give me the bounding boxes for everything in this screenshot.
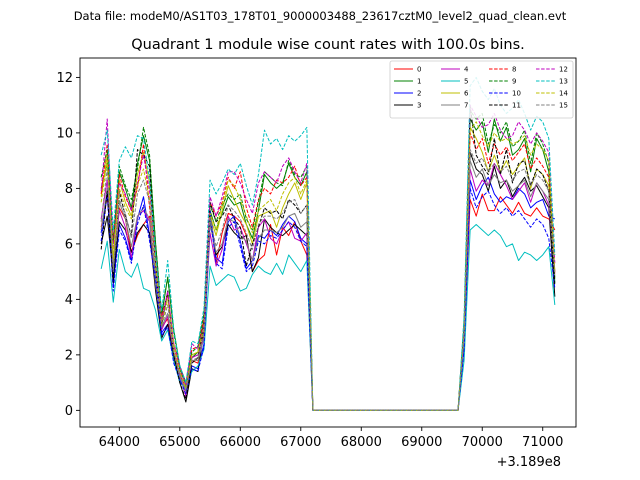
axis-layer: 64000 65000 66000 67000 68000 69000 70000 71000…: [56, 57, 577, 450]
legend-label-4: 4: [464, 66, 469, 74]
legend-label-10: 10: [512, 90, 521, 98]
x-tick-label: 65000: [159, 435, 200, 450]
y-tick-label: 4: [65, 293, 73, 308]
y-tick-label: 12: [56, 71, 73, 86]
legend-label-12: 12: [559, 66, 568, 74]
x-tick-label: 66000: [220, 435, 261, 450]
x-tick-label: 64000: [99, 435, 140, 450]
legend-label-6: 6: [464, 90, 469, 98]
series-line-10: [100, 187, 556, 411]
legend-label-7: 7: [464, 102, 468, 110]
legend-label-14: 14: [559, 90, 568, 98]
series-line-14: [100, 121, 556, 411]
series-line-15: [100, 149, 556, 411]
y-tick-label: 0: [65, 404, 73, 419]
x-tick-label: 70000: [462, 435, 503, 450]
y-tick-label: 2: [65, 348, 73, 363]
legend-label-2: 2: [417, 90, 421, 98]
legend-label-3: 3: [417, 102, 421, 110]
legend-label-13: 13: [559, 78, 568, 86]
x-offset-label: +3.189e8: [497, 455, 561, 470]
legend-label-5: 5: [464, 78, 468, 86]
legend-box: [389, 60, 574, 119]
x-tick-label: 69000: [401, 435, 442, 450]
legend-label-1: 1: [417, 78, 421, 86]
series-line-11: [100, 104, 556, 411]
legend-label-8: 8: [512, 66, 516, 74]
y-tick-label: 10: [56, 126, 73, 141]
legend-label-11: 11: [512, 102, 521, 110]
y-tick-label: 8: [65, 182, 73, 197]
y-tick-label: 6: [65, 237, 73, 252]
legend-label-9: 9: [512, 78, 516, 86]
chart-suptitle: Data file: modeM0/AS1T03_178T01_90000034…: [74, 9, 567, 23]
x-tick-label: 67000: [280, 435, 321, 450]
x-tick-label: 71000: [522, 435, 563, 450]
x-tick-label: 68000: [341, 435, 382, 450]
axes-frame: [79, 57, 577, 428]
legend-label-15: 15: [559, 102, 568, 110]
plot-area: 64000 65000 66000 67000 68000 69000 70000 71000…: [56, 57, 577, 450]
legend-label-0: 0: [417, 66, 421, 74]
chart-title: Quadrant 1 module wise count rates with …: [131, 37, 525, 53]
